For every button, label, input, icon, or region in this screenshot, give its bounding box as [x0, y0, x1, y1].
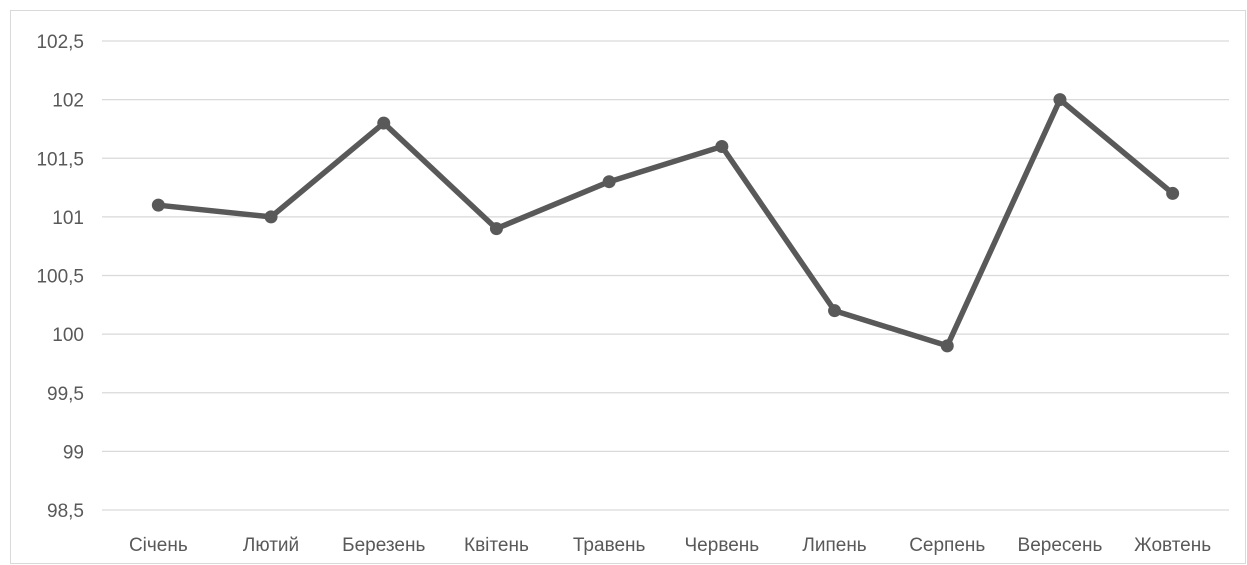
- series-line: [155, 96, 1176, 349]
- data-point: [377, 116, 391, 130]
- y-axis-tick-labels: 98,5 99 99,5 100 100,5 101 101,5 102 102,5: [36, 32, 84, 522]
- data-point: [715, 140, 729, 154]
- y-tick-label: 100: [52, 325, 84, 346]
- chart-frame: [10, 10, 1246, 564]
- y-tick-label: 102: [52, 91, 84, 112]
- data-point: [828, 304, 842, 318]
- x-tick-label: Вересень: [1018, 535, 1103, 556]
- x-tick-label: Березень: [342, 535, 425, 556]
- data-point: [489, 222, 503, 236]
- y-tick-label: 99: [63, 442, 84, 463]
- x-tick-label: Жовтень: [1134, 535, 1211, 556]
- y-tick-label: 100,5: [36, 267, 84, 288]
- series-layer: [151, 93, 1180, 353]
- x-tick-label: Січень: [129, 535, 188, 556]
- x-tick-label: Серпень: [909, 535, 985, 556]
- x-tick-label: Травень: [573, 535, 646, 556]
- y-tick-label: 101,5: [36, 149, 84, 170]
- x-tick-label: Лютий: [243, 535, 299, 556]
- data-point: [264, 210, 278, 224]
- y-tick-label: 99,5: [47, 384, 84, 405]
- data-point: [1166, 186, 1180, 200]
- y-tick-label: 98,5: [47, 501, 84, 522]
- x-tick-label: Квітень: [464, 535, 529, 556]
- y-tick-label: 102,5: [36, 32, 84, 53]
- y-tick-label: 101: [52, 208, 84, 229]
- data-point: [602, 175, 616, 189]
- data-point: [1053, 93, 1067, 107]
- x-axis-tick-labels: Січень Лютий Березень Квітень Травень Червень…: [129, 535, 1211, 556]
- data-point: [151, 198, 165, 212]
- data-point: [940, 339, 954, 353]
- x-tick-label: Липень: [802, 535, 866, 556]
- gridlines: [102, 40, 1229, 511]
- x-tick-label: Червень: [685, 535, 760, 556]
